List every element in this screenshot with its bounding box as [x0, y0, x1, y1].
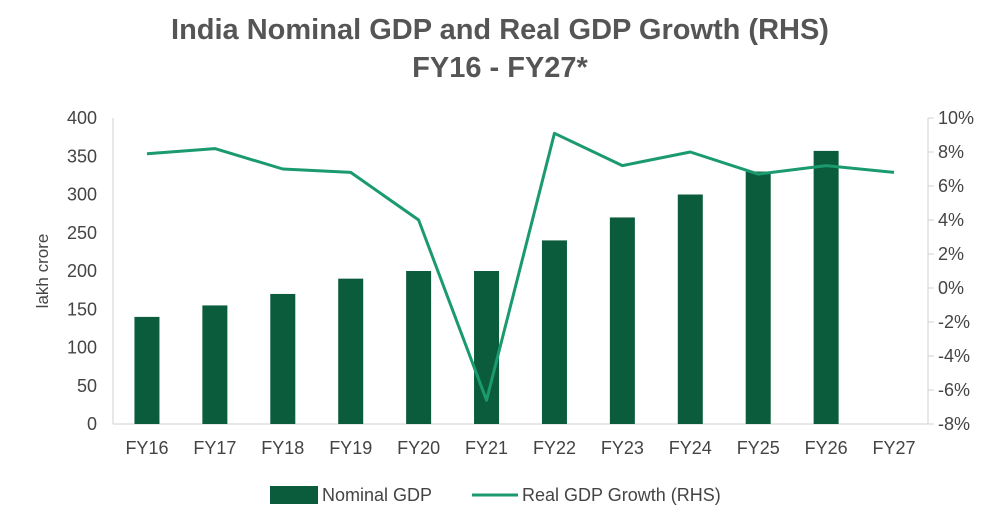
y2-tick-label: 0%	[938, 278, 964, 298]
bar-nominal-gdp	[134, 316, 160, 424]
x-tick-label: FY27	[873, 438, 916, 458]
y2-tick-label: -8%	[938, 414, 970, 434]
x-tick-label: FY22	[533, 438, 576, 458]
bar-nominal-gdp	[609, 217, 635, 424]
y2-tick-label: 4%	[938, 210, 964, 230]
x-tick-label: FY20	[397, 438, 440, 458]
y-tick-label: 150	[67, 299, 97, 319]
chart-title: India Nominal GDP and Real GDP Growth (R…	[171, 14, 829, 46]
bar-nominal-gdp	[338, 278, 364, 424]
bar-nominal-gdp	[813, 150, 839, 424]
x-tick-label: FY16	[125, 438, 168, 458]
y2-tick-label: -6%	[938, 380, 970, 400]
bar-nominal-gdp	[541, 240, 567, 424]
y2-tick-label: 10%	[938, 108, 974, 128]
y-axis-label: lakh crore	[33, 234, 52, 309]
x-tick-label: FY17	[193, 438, 236, 458]
y-tick-label: 200	[67, 261, 97, 281]
y-tick-label: 300	[67, 185, 97, 205]
y2-tick-label: 2%	[938, 244, 964, 264]
x-tick-label: FY19	[329, 438, 372, 458]
x-tick-label: FY18	[261, 438, 304, 458]
y-tick-label: 100	[67, 338, 97, 358]
y2-tick-label: -2%	[938, 312, 970, 332]
y2-tick-label: -4%	[938, 346, 970, 366]
legend-label-real-gdp-growth: Real GDP Growth (RHS)	[522, 485, 721, 505]
y-tick-label: 0	[87, 414, 97, 434]
bar-nominal-gdp	[270, 293, 296, 424]
x-tick-label: FY24	[669, 438, 712, 458]
x-tick-label: FY26	[805, 438, 848, 458]
legend-swatch-nominal-gdp	[270, 486, 318, 504]
y-tick-label: 250	[67, 223, 97, 243]
bar-nominal-gdp	[745, 171, 771, 424]
legend-label-nominal-gdp: Nominal GDP	[322, 485, 432, 505]
bar-nominal-gdp	[406, 271, 432, 424]
y2-tick-label: 6%	[938, 176, 964, 196]
chart-subtitle: FY16 - FY27*	[412, 52, 588, 84]
line-real-gdp-growth	[146, 131, 895, 402]
x-tick-label: FY23	[601, 438, 644, 458]
y-tick-label: 400	[67, 108, 97, 128]
x-tick-label: FY25	[737, 438, 780, 458]
bar-nominal-gdp	[202, 305, 228, 424]
y-tick-label: 350	[67, 146, 97, 166]
y-tick-label: 50	[77, 376, 97, 396]
x-tick-label: FY21	[465, 438, 508, 458]
bar-nominal-gdp	[677, 194, 703, 424]
y2-tick-label: 8%	[938, 142, 964, 162]
